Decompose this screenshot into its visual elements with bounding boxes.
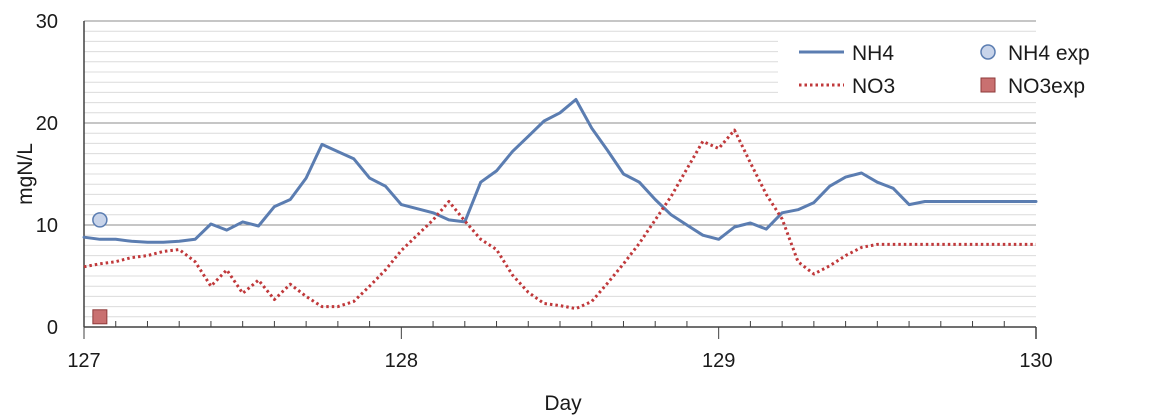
legend-nh4-exp-label: NH4 exp xyxy=(1008,42,1090,65)
x-tick-label: 129 xyxy=(702,350,735,372)
legend-nh4-exp-marker xyxy=(980,44,996,60)
y-axis-title: mgN/L xyxy=(14,143,37,205)
y-tick-label: 20 xyxy=(36,113,58,135)
x-tick-label: 130 xyxy=(1019,350,1052,372)
y-tick-label: 10 xyxy=(36,215,58,237)
legend-no3-label: NO3 xyxy=(852,75,895,98)
x-axis-ticks: 127 128 129 130 xyxy=(67,321,1053,372)
series-layer xyxy=(82,98,1038,311)
legend-box xyxy=(778,32,1116,98)
legend-no3-exp-label: NO3exp xyxy=(1008,75,1085,98)
x-tick-label: 127 xyxy=(67,350,100,372)
major-gridlines xyxy=(84,20,1036,226)
legend: NH4 NO3 NH4 exp NO3exp xyxy=(778,32,1116,98)
x-axis-title: Day xyxy=(544,392,582,415)
legend-no3-exp-marker xyxy=(980,77,996,93)
legend-nh4-label: NH4 xyxy=(852,42,894,65)
y-tick-label: 0 xyxy=(47,317,58,339)
data-point-no3-exp xyxy=(92,309,108,325)
experimental-markers xyxy=(92,212,108,325)
x-tick-label: 128 xyxy=(385,350,418,372)
series-line-nh4 xyxy=(82,98,1038,244)
y-axis-ticks: 0 10 20 30 xyxy=(36,11,58,339)
y-tick-label: 30 xyxy=(36,11,58,33)
data-point-nh4-exp xyxy=(92,212,108,228)
series-line-no3 xyxy=(83,128,1036,311)
